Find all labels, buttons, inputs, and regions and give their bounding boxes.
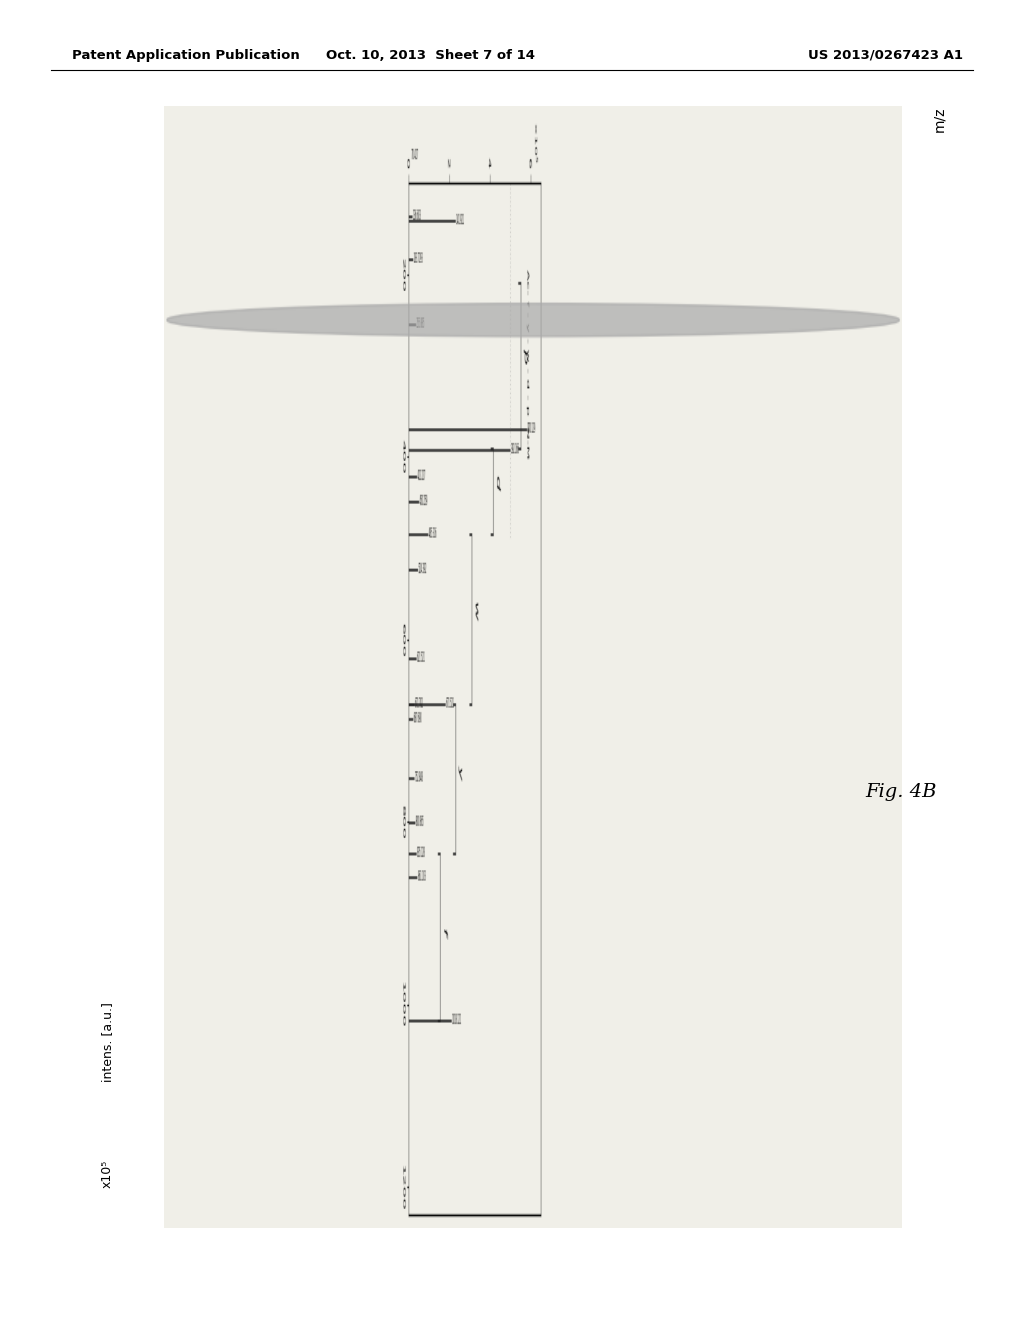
Text: intens. [a.u.]: intens. [a.u.] (101, 1002, 114, 1082)
Text: Fig. 4B: Fig. 4B (865, 783, 937, 801)
Text: Oct. 10, 2013  Sheet 7 of 14: Oct. 10, 2013 Sheet 7 of 14 (326, 49, 535, 62)
Text: m/z: m/z (932, 107, 946, 132)
Text: US 2013/0267423 A1: US 2013/0267423 A1 (808, 49, 963, 62)
Text: Patent Application Publication: Patent Application Publication (72, 49, 299, 62)
Text: x10⁵: x10⁵ (101, 1160, 114, 1188)
